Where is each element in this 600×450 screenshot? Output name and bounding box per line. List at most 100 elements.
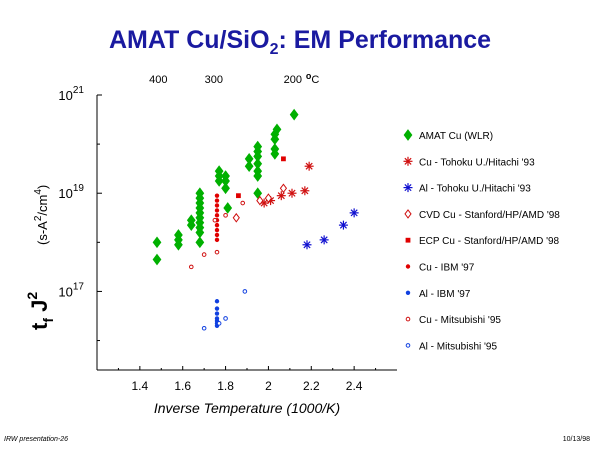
- data-point: [279, 183, 288, 194]
- data-point: [214, 232, 220, 238]
- series-7: [188, 200, 246, 270]
- data-point: [214, 198, 220, 203]
- asterisk-stroke: [288, 189, 296, 197]
- top-axis-label: 200: [284, 74, 302, 86]
- data-point: [223, 213, 228, 218]
- x-axis-label: Inverse Temperature (1000/K): [154, 400, 340, 416]
- asterisk-stroke: [404, 157, 412, 165]
- data-point: [270, 143, 280, 155]
- data-point: [221, 182, 230, 195]
- legend-label: Cu - Tohoku U./Hitachi '93: [419, 157, 535, 168]
- data-point: [214, 249, 220, 255]
- series-2: [302, 208, 359, 250]
- data-point: [289, 108, 299, 121]
- x-tick-label: 1.4: [132, 379, 149, 393]
- page-title: AMAT Cu/SiO2: EM Performance: [0, 26, 600, 59]
- legend-marker: [405, 264, 411, 269]
- plot-axes: 1.4 1.6 1.8 2 2.2 2.4 1017 1019 1021 400 300 200 oC I…: [24, 71, 397, 416]
- series-3: [232, 183, 288, 223]
- legend-label: AMAT Cu (WLR): [419, 131, 493, 142]
- data-point: [253, 140, 263, 153]
- data-point: [236, 193, 241, 199]
- data-point: [272, 123, 282, 136]
- data-point: [240, 200, 246, 206]
- data-point: [214, 306, 220, 311]
- data-point: [244, 160, 254, 173]
- series-0: [152, 108, 299, 266]
- footer-date: 10/13/98: [562, 436, 590, 443]
- data-point: [302, 240, 312, 250]
- data-point: [214, 213, 220, 218]
- y-tick-label: 1019: [58, 183, 84, 201]
- title-tail: : EM Performance: [278, 26, 492, 54]
- data-point: [201, 252, 207, 257]
- data-points: [152, 108, 359, 331]
- legend: AMAT Cu (WLR) Cu - Tohoku U./Hitachi '93 A…: [403, 129, 560, 352]
- data-point: [253, 187, 263, 200]
- data-point: [195, 187, 205, 200]
- series-8: [201, 289, 248, 331]
- asterisk-stroke: [277, 192, 285, 200]
- data-point: [214, 311, 220, 316]
- legend-label: Al - Mitsubishi '95: [419, 341, 497, 352]
- data-point: [223, 202, 233, 214]
- asterisk-stroke: [350, 209, 358, 217]
- data-point: [287, 188, 297, 198]
- data-point: [214, 227, 220, 233]
- legend-label: Cu - IBM '97: [419, 263, 475, 274]
- data-point: [281, 156, 286, 162]
- y-axis-units: (s-A2/cm4): [33, 185, 50, 245]
- data-point: [174, 238, 183, 251]
- legend-label: Al - IBM '97: [419, 289, 471, 300]
- legend-label: ECP Cu - Stanford/HP/AMD '98: [419, 236, 560, 247]
- legend-marker: [405, 237, 411, 243]
- data-point: [212, 217, 218, 223]
- legend-marker: [403, 183, 413, 193]
- title-subscript: 2: [269, 41, 279, 58]
- data-point: [319, 235, 329, 245]
- data-point: [216, 321, 222, 326]
- data-point: [214, 237, 220, 243]
- series-4: [236, 156, 286, 199]
- legend-label: Cu - Mitsubishi '95: [419, 315, 501, 326]
- x-tick-label: 2.4: [346, 379, 363, 393]
- data-point: [214, 203, 220, 208]
- data-point: [349, 208, 359, 218]
- legend-label: CVD Cu - Stanford/HP/AMD '98: [419, 210, 560, 221]
- data-point: [152, 253, 162, 266]
- legend-label: Al - Tohoku U./Hitachi '93: [419, 184, 531, 195]
- data-point: [338, 220, 348, 230]
- data-point: [201, 325, 207, 331]
- y-tick-label: 1017: [58, 281, 84, 299]
- data-point: [232, 212, 240, 223]
- data-point: [214, 222, 220, 228]
- series-1: [259, 161, 314, 208]
- legend-marker: [405, 343, 411, 348]
- top-axis-unit: oC: [306, 71, 320, 86]
- data-point: [152, 236, 162, 249]
- legend-marker: [403, 129, 413, 141]
- x-tick-label: 2: [265, 379, 272, 393]
- asterisk-stroke: [339, 221, 348, 229]
- data-point: [214, 299, 220, 304]
- data-point: [214, 193, 220, 198]
- data-point: [214, 316, 220, 321]
- title-main: AMAT Cu/SiO: [108, 26, 270, 54]
- data-point: [300, 186, 310, 196]
- data-point: [253, 165, 263, 177]
- top-axis-label: 400: [149, 74, 167, 86]
- legend-marker: [403, 156, 413, 166]
- data-point: [223, 316, 228, 321]
- data-point: [214, 208, 220, 213]
- y-tick-label: 1021: [58, 85, 84, 103]
- y-axis-label: tf J2: [24, 292, 56, 330]
- asterisk-stroke: [301, 187, 309, 195]
- data-point: [186, 214, 196, 227]
- data-point: [188, 264, 194, 270]
- data-point: [221, 170, 230, 182]
- legend-marker: [405, 290, 411, 295]
- data-point: [304, 161, 314, 171]
- data-point: [276, 191, 286, 201]
- asterisk-stroke: [404, 184, 412, 192]
